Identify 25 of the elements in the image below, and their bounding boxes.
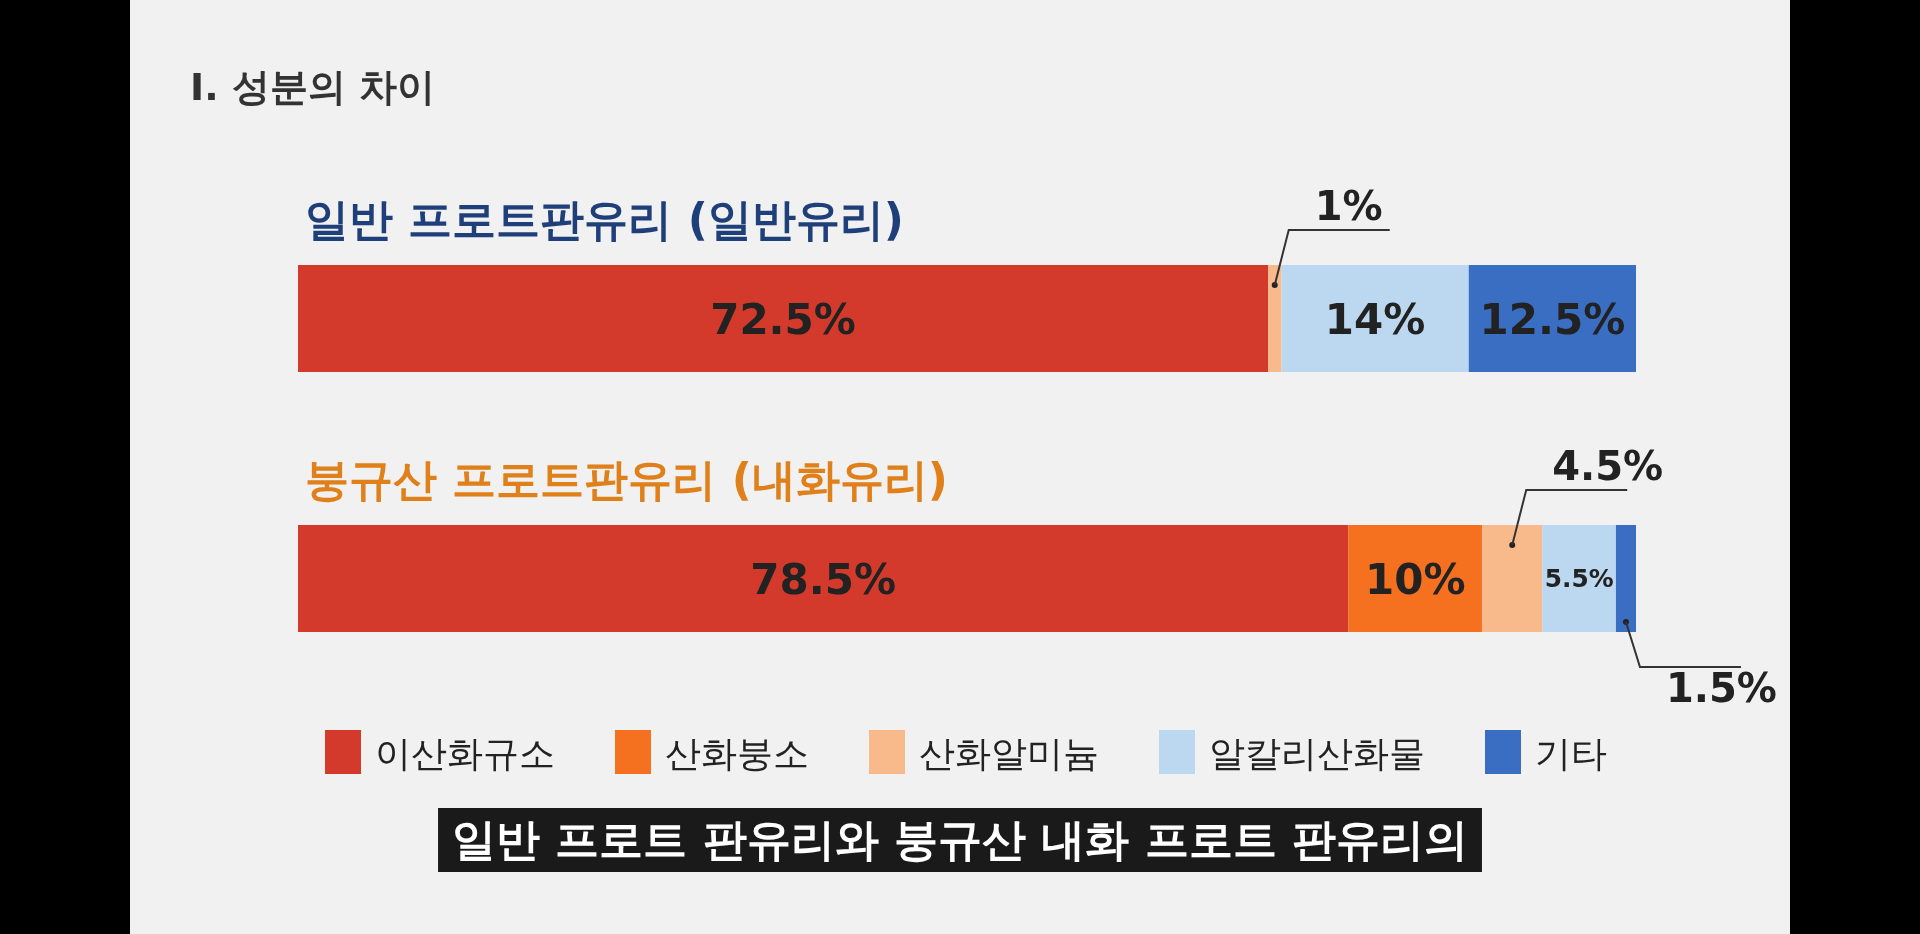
chart-title: Ⅰ. 성분의 차이 — [190, 65, 436, 109]
data-label: 10% — [1364, 554, 1466, 604]
bar — [1542, 525, 1616, 632]
data-label: 1.5% — [1665, 665, 1777, 711]
data-label: 72.5% — [710, 294, 856, 344]
data-label: 1% — [1314, 183, 1383, 229]
y-tick-label: 일반 프로트판유리 (일반유리) — [305, 194, 904, 245]
data-label: 14% — [1324, 294, 1426, 344]
bar — [298, 265, 1269, 372]
data-label: 12.5% — [1479, 294, 1626, 344]
legend-label: 산화알미늄 — [919, 733, 1099, 774]
data-label: 78.5% — [750, 554, 897, 604]
bar — [1482, 525, 1543, 632]
y-tick-label: 붕규산 프로트판유리 (내화유리) — [305, 454, 948, 505]
text: 일반 프로트 판유리와 붕규산 내화 프로트 판유리의 — [452, 814, 1468, 865]
bar — [1615, 525, 1636, 632]
legend-label: 산화붕소 — [665, 733, 809, 774]
data-label: 5.5% — [1544, 564, 1614, 594]
bar — [298, 525, 1349, 632]
legend-label: 이산화규소 — [375, 733, 555, 774]
bar — [1281, 265, 1469, 372]
legend-label: 기타 — [1535, 733, 1607, 774]
data-label: 4.5% — [1552, 443, 1664, 489]
bar — [1268, 265, 1282, 372]
legend-label: 알칼리산화물 — [1209, 733, 1425, 774]
